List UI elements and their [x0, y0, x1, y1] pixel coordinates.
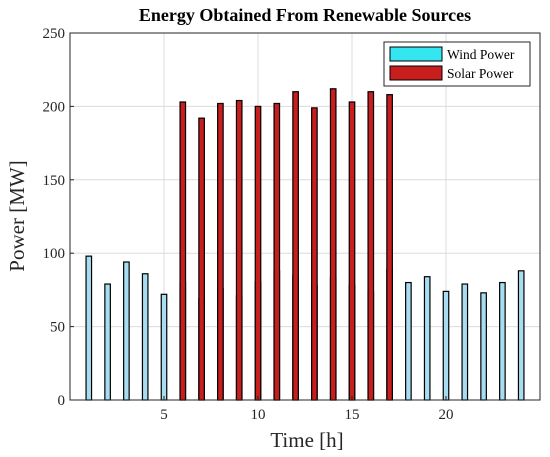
x-axis-label: Time [h]	[270, 428, 343, 452]
legend-label-solar: Solar Power	[447, 66, 514, 81]
legend: Wind Power Solar Power	[383, 41, 531, 87]
bar-solar-power	[198, 117, 205, 401]
bar-solar-power	[386, 94, 393, 401]
y-tick-label: 150	[43, 173, 66, 189]
bar-wind-power	[141, 273, 149, 401]
bar-wind-power	[160, 293, 168, 401]
bar-solar-power	[348, 101, 356, 401]
x-tick-label: 20	[439, 407, 454, 423]
bar-solar-power	[273, 102, 281, 401]
bar-wind-power	[104, 283, 111, 401]
bar-solar-power	[329, 88, 337, 401]
x-tick-labels: 5 10 15 20	[160, 396, 454, 423]
bar-wind-power	[461, 283, 469, 401]
bar-solar-power	[217, 102, 224, 401]
y-tick-label: 0	[58, 393, 66, 409]
bar-wind-power	[85, 255, 93, 401]
plot-frame	[69, 32, 541, 401]
chart-title: Energy Obtained From Renewable Sources	[139, 5, 471, 25]
bar-solar-power	[292, 91, 299, 401]
bar-wind-power	[499, 281, 506, 401]
legend-swatch-wind	[389, 46, 443, 62]
bar-solar-power	[311, 107, 318, 401]
x-tick-label: 5	[160, 407, 168, 423]
bar-wind-power	[517, 270, 525, 401]
y-tick-label: 200	[43, 99, 66, 115]
bar-solar-power	[254, 105, 262, 401]
x-tick-label: 10	[251, 407, 266, 423]
y-axis-label: Power [MW]	[5, 160, 29, 271]
bar-wind-power	[405, 281, 412, 401]
y-tick-label: 100	[43, 246, 66, 262]
legend-label-wind: Wind Power	[447, 47, 515, 62]
legend-swatch-solar	[389, 65, 443, 81]
x-tick-label: 15	[345, 407, 360, 423]
bar-wind-power	[423, 276, 431, 401]
bar-solar-power	[367, 91, 375, 401]
y-tick-label: 250	[43, 26, 66, 42]
plot-background	[70, 33, 540, 400]
bar-wind-power	[480, 292, 487, 401]
y-tick-label: 50	[50, 320, 65, 336]
y-tick-labels: 0 50 100 150 200 250	[43, 26, 74, 409]
bar-wind-power	[123, 261, 130, 401]
bar-wind-power	[442, 290, 450, 401]
bar-solar-power	[235, 99, 243, 401]
bar-solar-power	[179, 101, 187, 401]
